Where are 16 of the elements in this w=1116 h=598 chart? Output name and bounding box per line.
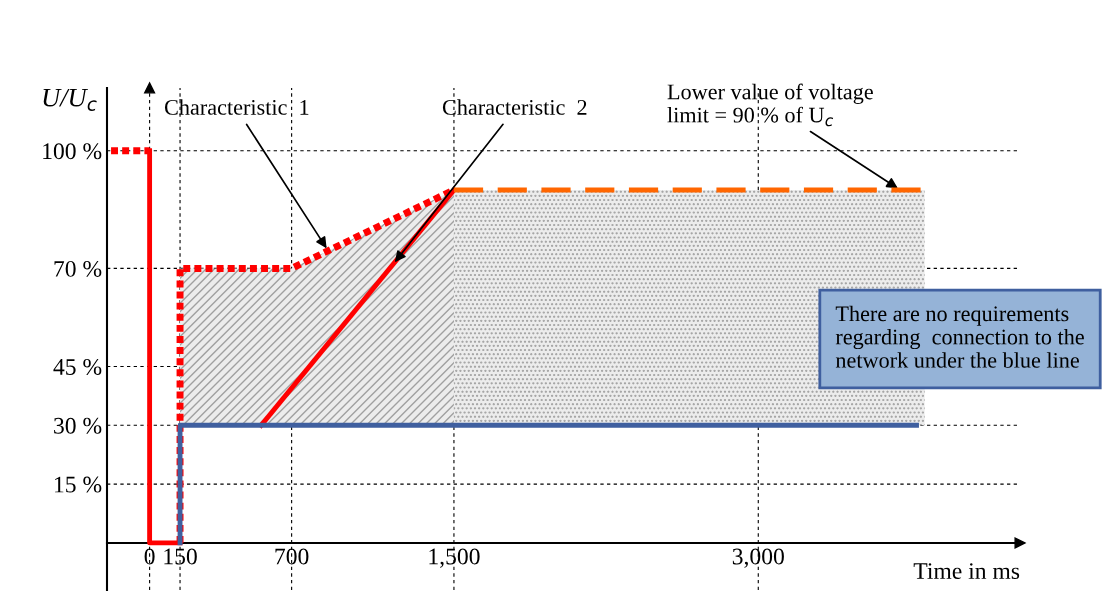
x-tick-label: 700 (275, 548, 309, 565)
x-tick-label: 150 (164, 548, 197, 565)
x-tick-label: 0 (144, 548, 155, 565)
annotation: Characteristic 1 (164, 99, 309, 115)
annotation: Lower value of voltage limit = 90 % of U$_{c}$ (667, 83, 873, 127)
x-tick-label: 1,500 (429, 548, 480, 568)
annotation: There are no requirements regarding connection to the network under the blue line (835, 305, 1084, 368)
x-axis-title: Time in ms (913, 563, 1020, 579)
y-tick-label: 100 % (43, 143, 102, 160)
y-axis-title: U/U$_{c}$ (43, 88, 97, 111)
annotation: Characteristic 2 (442, 99, 587, 115)
y-tick-label: 45 % (53, 358, 102, 375)
y-tick-label: 30 % (54, 417, 102, 434)
y-tick-label: 70 % (54, 260, 102, 277)
y-tick-label: 15 % (55, 476, 102, 493)
x-tick-label: 3,000 (732, 548, 784, 568)
